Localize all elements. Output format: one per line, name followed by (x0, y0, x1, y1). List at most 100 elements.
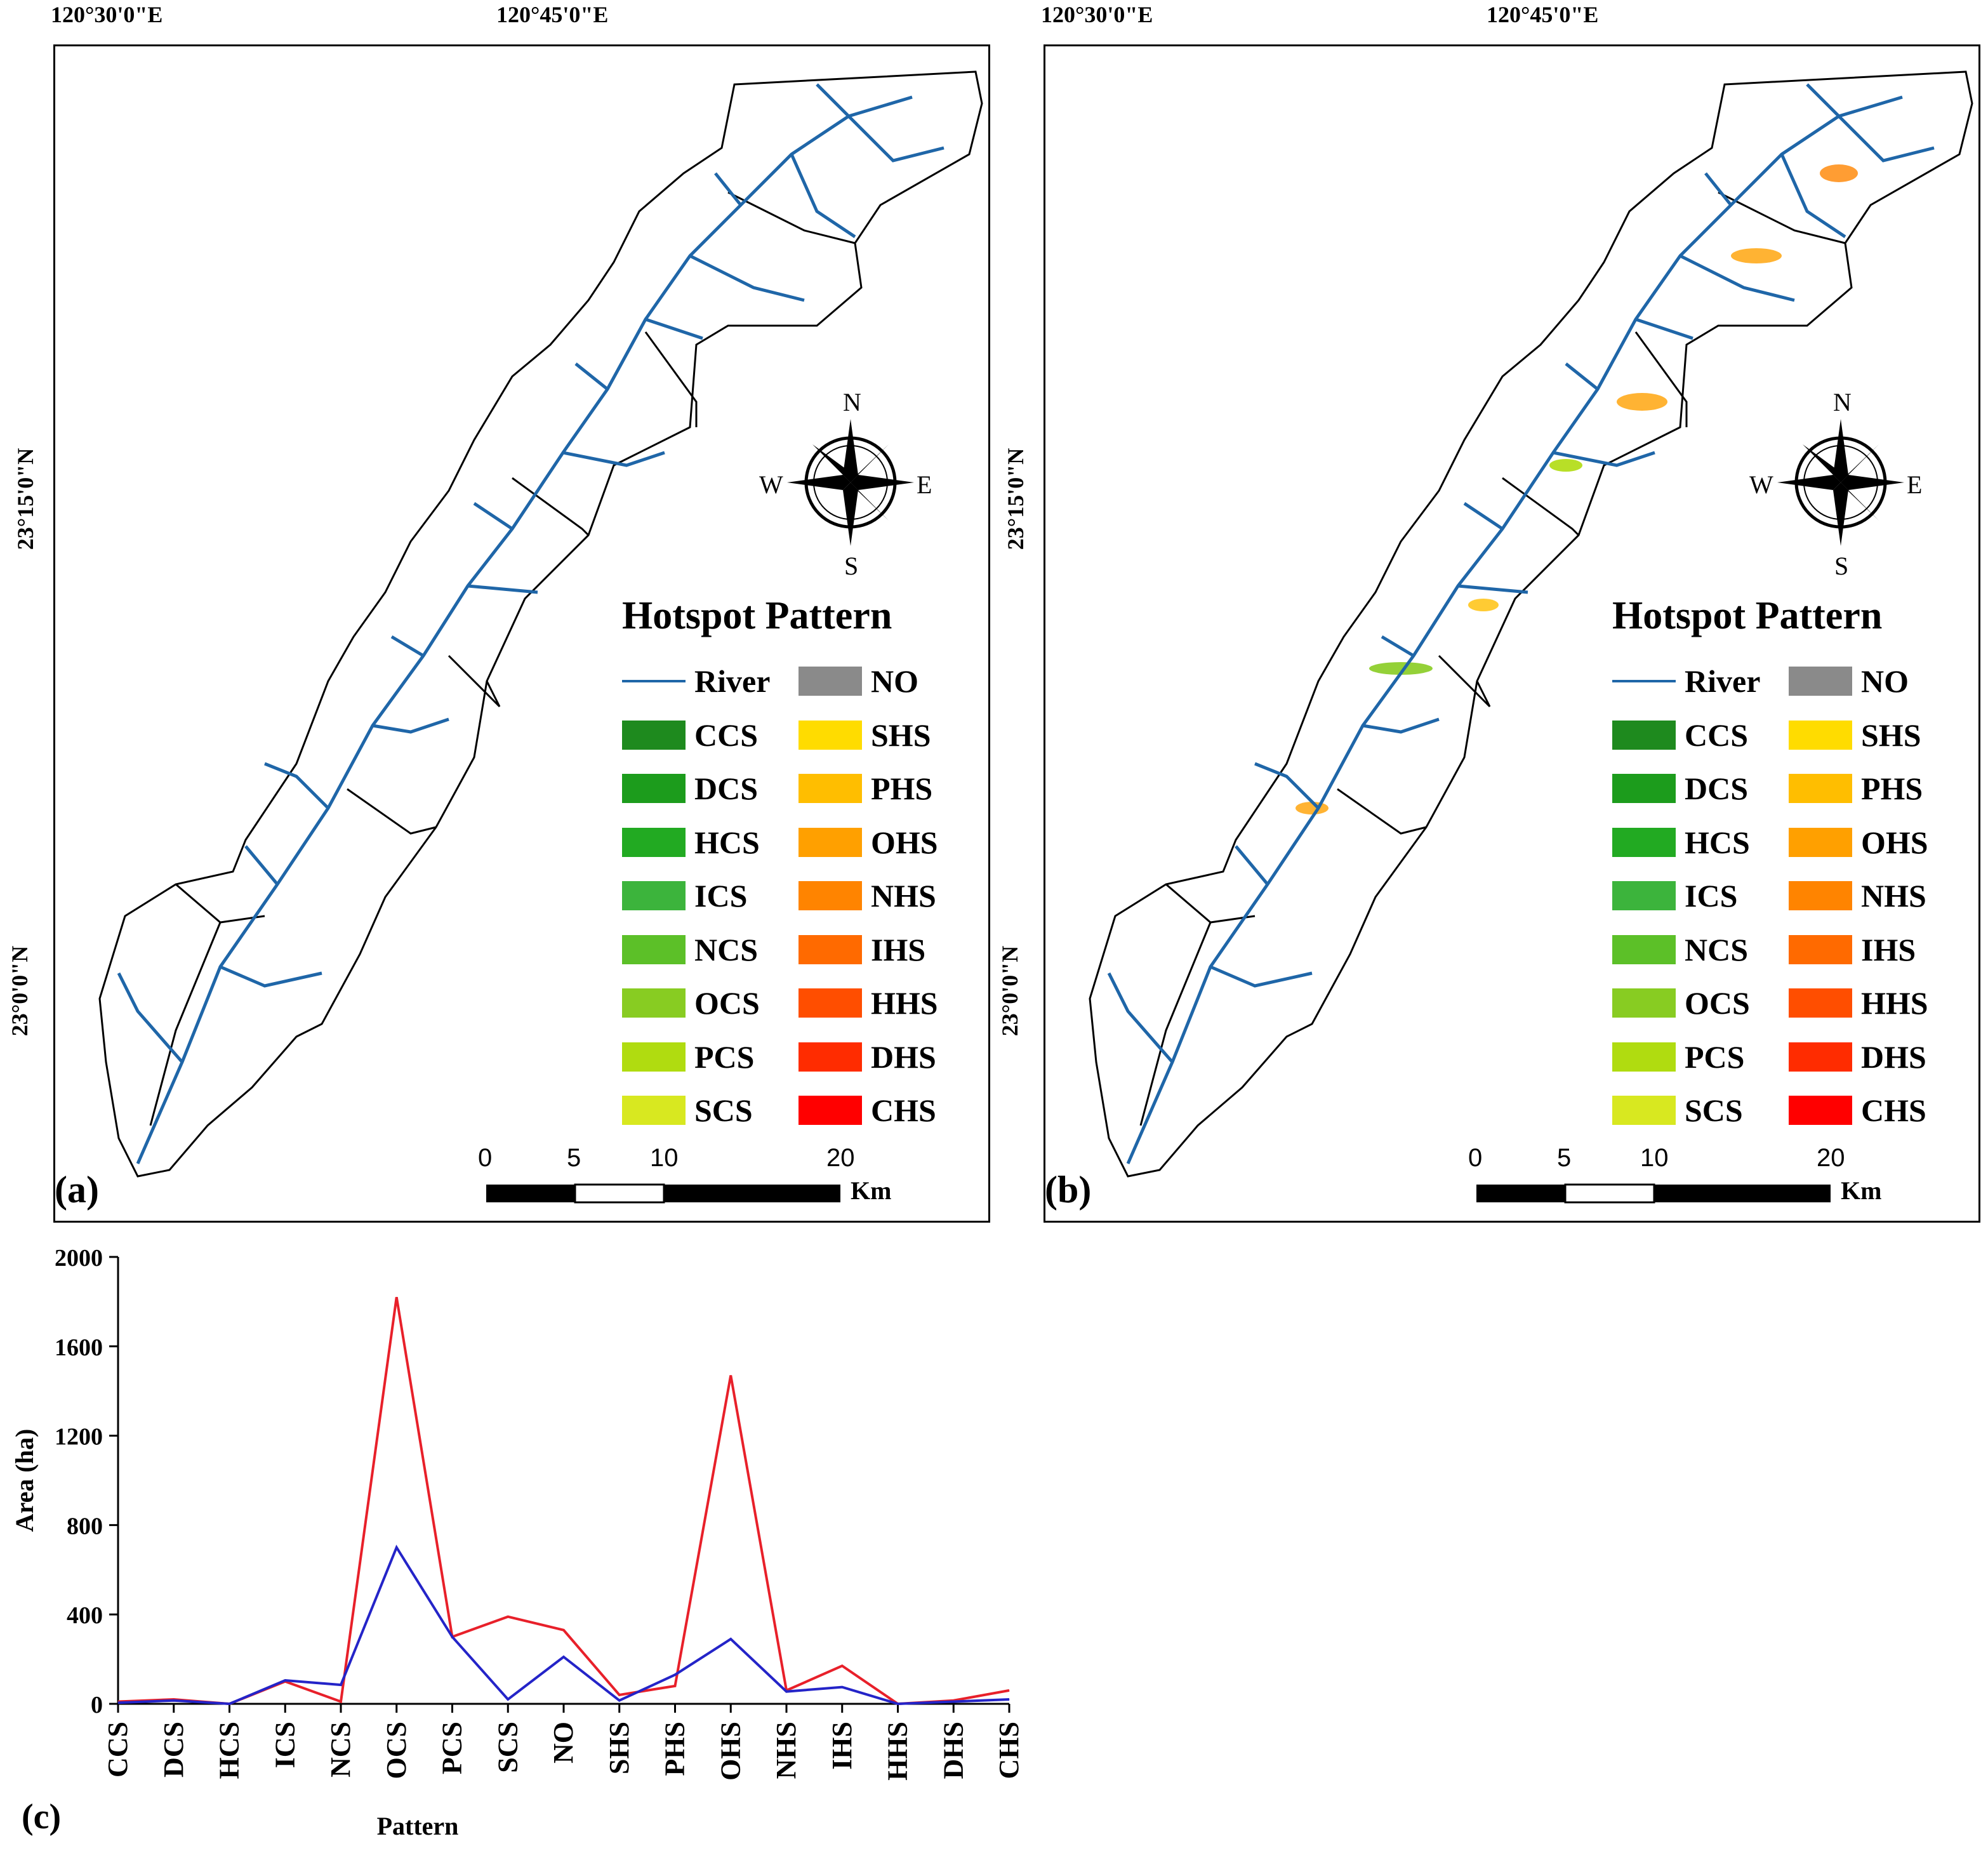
legend-label: River (1685, 663, 1761, 699)
legend-item-ics-b: ICS (1612, 878, 1737, 913)
legend-item-no-a: NO (799, 663, 918, 699)
legend-label: OCS (694, 985, 760, 1021)
legend-swatch (1789, 774, 1852, 803)
legend-label: NO (1861, 663, 1909, 699)
legend-item-dcs-a: DCS (622, 771, 758, 806)
x-tick-label: OHS (715, 1722, 746, 1781)
data-point-blue (173, 1700, 175, 1701)
legend-item-ccs-b: CCS (1612, 717, 1748, 753)
line-chart: 0 400 800 1200 1600 2000 CCS DCS HCS ICS NCS OCS PCS… (10, 1245, 1024, 1840)
y-tick-label: 2000 (55, 1245, 103, 1272)
legend-item-river-b: River (1612, 663, 1760, 699)
x-tick-label: IHS (826, 1722, 858, 1770)
legend-swatch (1789, 988, 1852, 1018)
x-tick-label: OCS (381, 1722, 412, 1779)
legend-label: PCS (1685, 1039, 1745, 1075)
x-tick-label: CHS (993, 1722, 1024, 1779)
x-tick-label: DHS (938, 1722, 969, 1779)
legend-item-ocs-a: OCS (622, 985, 760, 1021)
legend-item-ncs-b: NCS (1612, 932, 1748, 967)
legend-swatch (799, 827, 862, 857)
y-tick-label: 1600 (55, 1334, 103, 1361)
data-point-blue (786, 1691, 787, 1692)
legend-swatch (799, 881, 862, 910)
legend-label: CCS (1685, 717, 1749, 753)
legend-label: PHS (871, 771, 933, 806)
legend-swatch (622, 1096, 686, 1125)
panel-label-b: (b) (1045, 1169, 1092, 1211)
legend-item-dhs-a: DHS (799, 1039, 936, 1075)
legend-item-nhs-a: NHS (799, 878, 936, 913)
scale-tick-label: 5 (567, 1144, 581, 1172)
legend-label: NHS (1861, 878, 1926, 913)
legend-label: SCS (694, 1093, 753, 1128)
map-frame-b (1044, 44, 1980, 1223)
compass-e-a: E (917, 470, 932, 499)
series-line-red (117, 1297, 1010, 1706)
map-b (1089, 70, 1973, 1178)
legend-swatch (622, 774, 686, 803)
legend-item-pcs-b: PCS (1612, 1039, 1745, 1075)
legend-item-river-a: River (622, 663, 770, 699)
legend-swatch (622, 934, 686, 964)
legend-title-a: Hotspot Pattern (622, 594, 892, 637)
legend-swatch (1612, 1096, 1676, 1125)
x-tick-label: NHS (771, 1722, 802, 1779)
y-tick-label: 1200 (55, 1424, 103, 1451)
compass-rose-icon-a (787, 419, 914, 546)
legend-label: HCS (1685, 824, 1750, 860)
legend-item-phs-b: PHS (1789, 771, 1923, 806)
legend-item-ohs-b: OHS (1789, 825, 1928, 860)
legend-item-ocs-b: OCS (1612, 985, 1750, 1021)
legend-item-shs-b: SHS (1789, 717, 1921, 753)
x-tick-label: PHS (659, 1722, 691, 1776)
legend-label: DHS (1861, 1039, 1926, 1075)
scale-tick-label: 20 (1817, 1144, 1845, 1172)
river-line-icon (1612, 680, 1676, 682)
scale-tick-label: 10 (650, 1144, 679, 1172)
legend-swatch (622, 988, 686, 1018)
legend-swatch (1789, 881, 1852, 910)
legend-label: OCS (1685, 985, 1750, 1021)
legend-swatch (622, 881, 686, 910)
legend-swatch (1612, 774, 1676, 803)
chart-panel: 0 400 800 1200 1600 2000 CCS DCS HCS ICS NCS OCS PCS… (0, 1232, 1028, 1860)
y-tick-label: 800 (67, 1513, 103, 1539)
scale-unit-b: Km (1841, 1176, 1882, 1205)
legend-label: CHS (1861, 1093, 1926, 1128)
legend-item-shs-a: SHS (799, 717, 931, 753)
legend-item-chs-b: CHS (1789, 1093, 1926, 1128)
legend-swatch (1612, 881, 1676, 910)
legend-swatch (799, 774, 862, 803)
scale-tick-label: 20 (826, 1144, 855, 1172)
basin-outline-b (1089, 70, 1973, 1178)
legend-swatch (799, 988, 862, 1018)
legend-swatch (622, 1042, 686, 1072)
data-point-blue (953, 1701, 954, 1702)
legend-item-no-b: NO (1789, 663, 1909, 699)
y-tick-label: 0 (91, 1692, 103, 1718)
x-tick-label: HCS (214, 1722, 245, 1779)
legend-swatch (622, 827, 686, 857)
legend-label: SCS (1685, 1093, 1743, 1128)
legend-label: IHS (871, 931, 926, 967)
legend-item-chs-a: CHS (799, 1093, 936, 1128)
x-tick-label: SHS (604, 1722, 635, 1774)
compass-w-a: W (759, 470, 783, 499)
scale-tick-label: 10 (1640, 1144, 1669, 1172)
compass-s-a: S (844, 552, 859, 580)
legend-item-scs-b: SCS (1612, 1093, 1743, 1128)
legend-item-nhs-b: NHS (1789, 878, 1926, 913)
scale-bar-a (486, 1183, 840, 1204)
series-line-blue (117, 1544, 1010, 1706)
legend-label: OHS (1861, 824, 1928, 860)
data-point-blue (284, 1680, 286, 1681)
x-axis-label: Pattern (377, 1812, 459, 1840)
legend-label: IHS (1861, 931, 1916, 967)
legend-item-dhs-b: DHS (1789, 1039, 1926, 1075)
legend-label: ICS (1685, 878, 1738, 913)
panel-label-a: (a) (55, 1169, 99, 1211)
compass-n-a: N (843, 388, 861, 416)
y-tick-label: 400 (67, 1602, 103, 1629)
legend-swatch (799, 720, 862, 750)
